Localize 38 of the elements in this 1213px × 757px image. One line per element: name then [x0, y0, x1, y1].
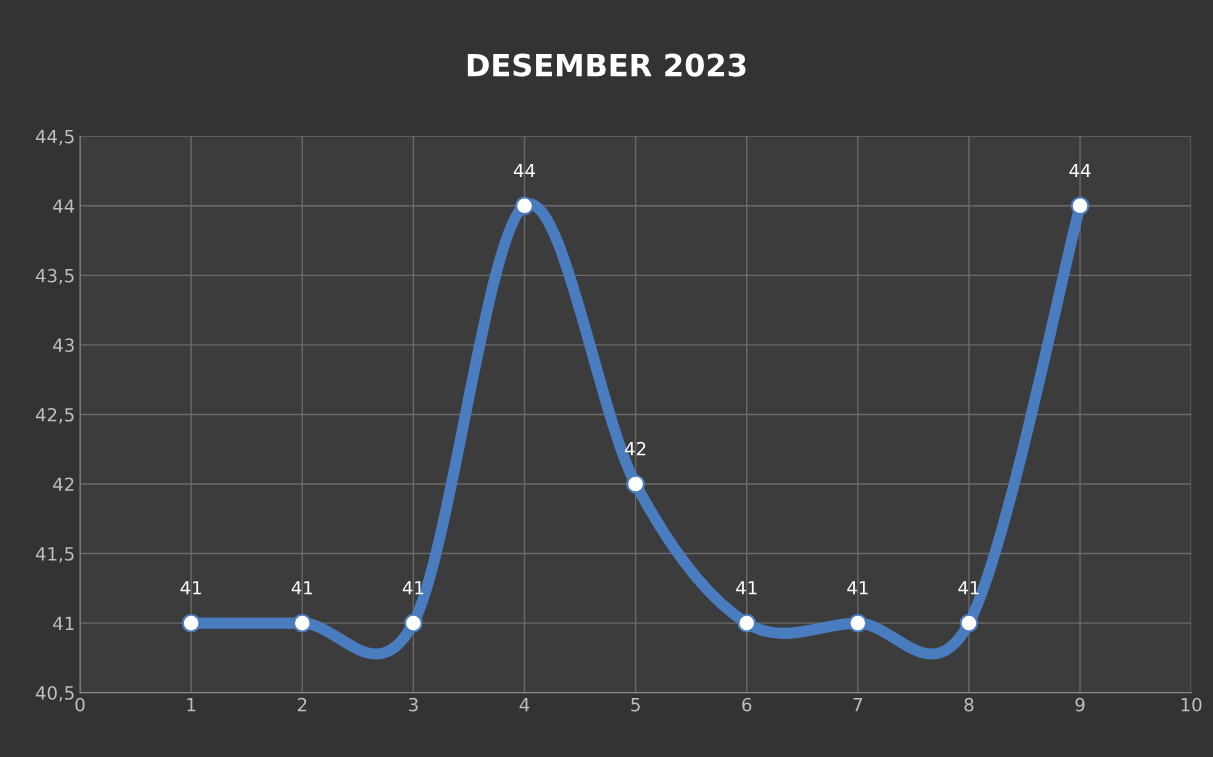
y-tick-label: 43,5 [35, 268, 74, 285]
x-tick-label: 7 [853, 698, 863, 712]
x-tick-label: 2 [297, 697, 307, 712]
point [626, 474, 645, 494]
x-tick-label: 9 [1075, 697, 1085, 712]
data-label: 41 [291, 581, 313, 595]
point [959, 613, 979, 633]
data-label: 41 [958, 581, 979, 595]
y-tick-label: 44,5 [35, 129, 74, 146]
data-label: 44 [1069, 163, 1091, 178]
point [292, 613, 312, 633]
data-label: 41 [736, 581, 757, 595]
y-tick-label: 43 [53, 338, 74, 353]
x-tick-label: 0 [75, 697, 85, 712]
data-label: 42 [625, 441, 646, 456]
x-tick-label: 4 [519, 698, 530, 712]
data-label: 44 [513, 163, 535, 178]
x-tick-label: 6 [742, 697, 752, 712]
y-tick-label: 40,5 [35, 686, 74, 702]
y-tick-label: 44 [53, 199, 75, 213]
y-tick-label: 41 [53, 616, 74, 630]
data-label: 41 [180, 581, 201, 595]
x-tick-label: 3 [409, 697, 418, 712]
point [404, 613, 423, 633]
x-tick-label: 1 [187, 698, 196, 712]
x-tick-label: 8 [964, 697, 974, 712]
point [515, 196, 534, 216]
y-tick-label: 42 [53, 477, 74, 491]
y-tick-label: 41,5 [35, 547, 74, 563]
x-tick-label: 5 [631, 698, 640, 712]
point [181, 613, 201, 633]
data-label: 41 [847, 581, 868, 595]
x-tick-label: 10 [1181, 697, 1202, 712]
chart-title: DESEMBER 2023 [467, 53, 746, 77]
y-tick-label: 42,5 [35, 407, 74, 424]
point [1070, 196, 1090, 216]
point [848, 613, 868, 633]
point [737, 613, 757, 633]
